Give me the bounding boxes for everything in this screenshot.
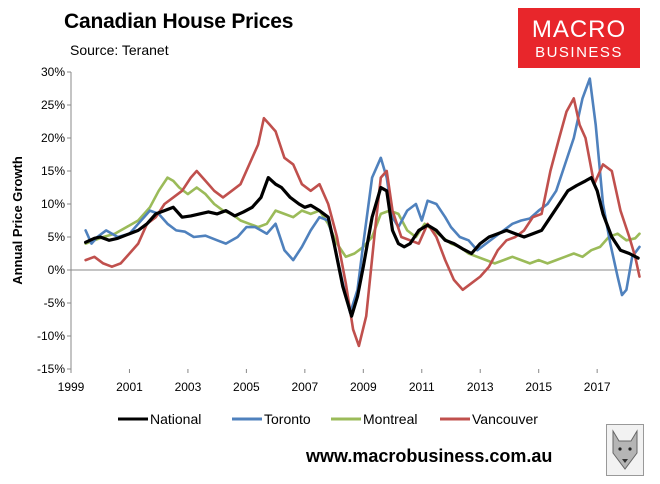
y-tick-label: 5% xyxy=(48,230,66,244)
y-tick-label: 10% xyxy=(41,197,65,211)
logo-line-2: BUSINESS xyxy=(535,44,623,61)
logo-line-1: MACRO xyxy=(531,16,627,43)
x-tick-label: 2009 xyxy=(350,380,377,394)
y-tick-label: 15% xyxy=(41,164,65,178)
series-line-toronto xyxy=(84,77,641,315)
legend-label-vancouver: Vancouver xyxy=(472,411,538,427)
x-tick-label: 2001 xyxy=(116,380,143,394)
chart-axes: -15% -10% -5% 0% 5% 10% 15% 20% 25% 30% 1999 2001 20… xyxy=(10,65,641,394)
x-tick-label: 2015 xyxy=(525,380,552,394)
legend-label-national: National xyxy=(150,411,201,427)
y-tick-label: -5% xyxy=(44,296,66,310)
legend-label-toronto: Toronto xyxy=(264,411,311,427)
x-tick-label: 2017 xyxy=(584,380,611,394)
x-tick-label: 2003 xyxy=(175,380,202,394)
footer-url[interactable]: www.macrobusiness.com.au xyxy=(306,446,553,466)
y-tick-label: 25% xyxy=(41,98,65,112)
y-tick-label: -15% xyxy=(37,362,65,376)
y-axis-title: Annual Price Growth xyxy=(10,156,25,285)
x-tick-label: 2011 xyxy=(409,380,435,394)
source-subtitle: Source: Teranet xyxy=(70,42,169,58)
wolf-icon xyxy=(606,424,644,476)
y-tick-label: -10% xyxy=(37,329,65,343)
line-chart: -15% -10% -5% 0% 5% 10% 15% 20% 25% 30% 1999 2001 20… xyxy=(10,65,641,427)
legend-label-montreal: Montreal xyxy=(363,411,417,427)
y-tick-label: 20% xyxy=(41,131,65,145)
series-line-national xyxy=(83,176,640,318)
chart-legend: National Toronto Montreal Vancouver xyxy=(118,411,538,427)
page-title: Canadian House Prices xyxy=(64,10,294,33)
x-tick-label: 2007 xyxy=(291,380,318,394)
macro-business-logo[interactable]: MACRO BUSINESS xyxy=(518,8,640,68)
series-line-vancouver xyxy=(84,97,641,348)
chart-series xyxy=(83,77,641,348)
x-tick-label: 1999 xyxy=(58,380,85,394)
x-tick-label: 2005 xyxy=(233,380,260,394)
y-tick-label: 30% xyxy=(41,65,65,79)
x-tick-label: 2013 xyxy=(467,380,494,394)
y-tick-label: 0% xyxy=(48,263,66,277)
